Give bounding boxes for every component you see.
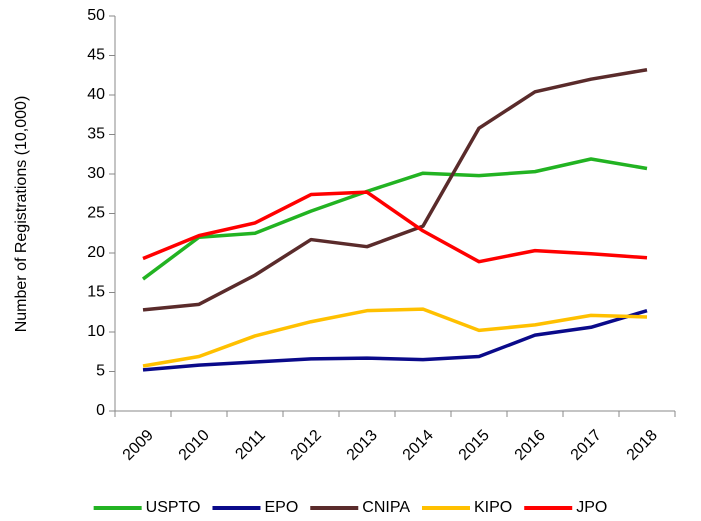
- series-line: [142, 308, 648, 372]
- series-line: [142, 307, 648, 368]
- y-tick-label: 35: [87, 126, 105, 143]
- y-tick-label: 25: [87, 205, 105, 222]
- x-tick-label: 2015: [456, 427, 493, 464]
- y-tick-label: 50: [87, 7, 105, 24]
- legend: USPTO EPO CNIPA KIPO JPO: [93, 499, 607, 516]
- x-tick-label: 2018: [624, 427, 661, 464]
- x-tick-label: 2014: [400, 427, 437, 464]
- series-line: [142, 67, 648, 312]
- series-line: [141, 157, 648, 281]
- x-tick-label: 2011: [232, 427, 268, 463]
- x-tick-label: 2010: [176, 427, 213, 464]
- legend-label: CNIPA: [362, 499, 410, 516]
- y-tick-label: 15: [87, 284, 105, 301]
- y-tick-label: 10: [87, 323, 105, 340]
- y-axis-label: Number of Registrations (10,000): [13, 96, 30, 333]
- y-tick-label: 0: [96, 402, 105, 419]
- x-tick-label: 2009: [120, 427, 157, 464]
- x-tick-label: 2013: [344, 427, 381, 464]
- x-tick-label: 2016: [512, 427, 549, 464]
- legend-label: JPO: [576, 499, 607, 516]
- y-tick-label: 40: [87, 86, 105, 103]
- legend-label: KIPO: [474, 499, 512, 516]
- series-line: [142, 190, 648, 264]
- y-tick-label: 45: [87, 47, 105, 64]
- y-tick-label: 5: [96, 363, 105, 380]
- x-tick-label: 2017: [568, 427, 605, 464]
- x-tick-label: 2012: [288, 427, 325, 464]
- legend-label: USPTO: [146, 499, 201, 516]
- y-tick-label: 20: [87, 244, 105, 261]
- y-tick-label: 30: [87, 165, 105, 182]
- legend-label: EPO: [264, 499, 298, 516]
